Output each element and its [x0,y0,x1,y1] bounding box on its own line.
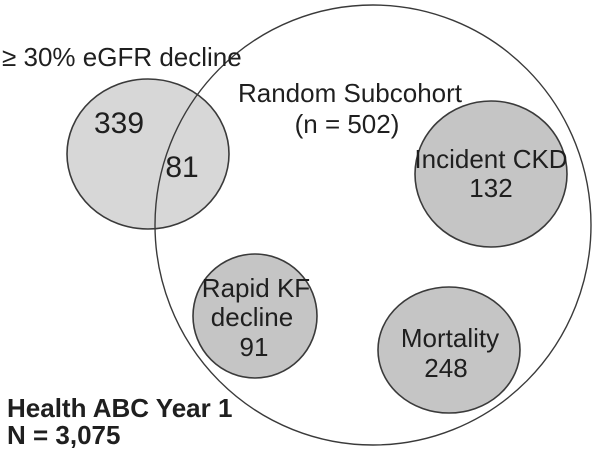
rapid-kf-label-line2: decline [210,302,294,332]
random-subcohort-label: Random Subcohort [237,78,463,108]
cohort-name-label: Health ABC Year 1 [7,393,233,423]
incident-ckd-circle [414,100,568,248]
rapid-kf-decline-circle [192,253,318,379]
incident-ckd-count: 132 [469,173,513,203]
mortality-count: 248 [424,353,468,383]
egfr-overlap-count: 81 [165,151,199,184]
random-subcohort-circle [154,4,592,446]
egfr-decline-circle [66,78,230,230]
egfr-decline-label: ≥ 30% eGFR decline [2,42,242,72]
rapid-kf-count: 91 [239,332,269,362]
egfr-outside-count: 339 [93,107,145,140]
incident-ckd-label: Incident CKD [414,144,568,174]
rapid-kf-label-line1: Rapid KF [201,273,311,303]
mortality-label: Mortality [400,323,500,353]
cohort-n-label: N = 3,075 [7,420,121,450]
mortality-circle [377,286,521,414]
random-subcohort-n: (n = 502) [294,109,400,139]
